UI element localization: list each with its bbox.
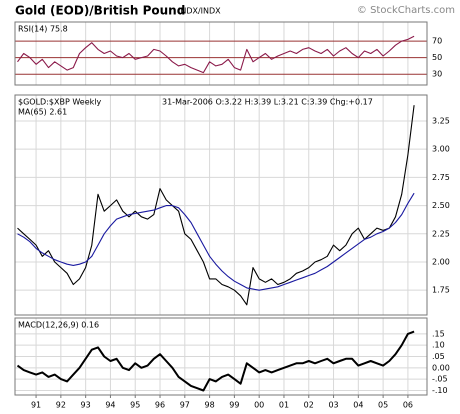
y-tick-label: .10: [432, 341, 445, 350]
x-tick-label: 98: [205, 401, 215, 410]
y-tick-label: 2.00: [432, 257, 450, 266]
legend-label: RSI(14) 75.8: [18, 25, 68, 34]
x-tick-label: 06: [403, 401, 413, 410]
credit: © StockCharts.com: [357, 5, 455, 16]
y-tick-label: .05: [432, 352, 445, 361]
x-tick-label: 03: [328, 401, 338, 410]
panel-frame: [14, 21, 428, 86]
chart-title: Gold (EOD)/British Pound: [15, 4, 185, 18]
x-tick-label: 02: [304, 401, 314, 410]
x-tick-label: 92: [56, 401, 66, 410]
legend-label: MACD(12,26,9) 0.16: [18, 321, 99, 330]
y-tick-label: 0.00: [432, 363, 450, 372]
legend-label: $GOLD:$XBP Weekly: [18, 98, 101, 107]
y-tick-label: 70: [432, 37, 442, 46]
y-tick-label: -.10: [432, 386, 448, 395]
series-line: [17, 35, 415, 74]
series-line: [16, 330, 415, 392]
y-tick-label: .15: [432, 329, 445, 338]
y-tick-label: 2.25: [432, 229, 450, 238]
x-tick-label: 04: [353, 401, 363, 410]
series-line: [17, 105, 415, 306]
x-tick-label: 96: [155, 401, 165, 410]
info-label: 31-Mar-2006 O:3.22 H:3.39 L:3.21 C:3.39 …: [162, 98, 373, 107]
x-tick-label: 00: [254, 401, 264, 410]
x-tick-label: 99: [229, 401, 239, 410]
panel-frame: [14, 94, 428, 316]
x-tick-label: 94: [105, 401, 115, 410]
exchange: INDX/INDX: [178, 7, 221, 16]
legend-label: MA(65) 2.61: [18, 108, 67, 117]
y-tick-label: 30: [432, 70, 442, 79]
y-tick-label: 3.00: [432, 145, 450, 154]
x-tick-label: 93: [81, 401, 91, 410]
x-tick-label: 95: [130, 401, 140, 410]
panel-frame: [14, 317, 428, 396]
y-tick-label: 2.75: [432, 173, 450, 182]
x-tick-label: 05: [378, 401, 388, 410]
series-line: [17, 192, 415, 291]
x-tick-label: 97: [180, 401, 190, 410]
y-tick-label: 50: [432, 53, 442, 62]
x-tick-label: 01: [279, 401, 289, 410]
y-tick-label: -.05: [432, 375, 448, 384]
y-tick-label: 2.50: [432, 201, 450, 210]
y-tick-label: 1.75: [432, 286, 450, 295]
y-tick-label: 3.25: [432, 116, 450, 125]
x-tick-label: 91: [31, 401, 41, 410]
